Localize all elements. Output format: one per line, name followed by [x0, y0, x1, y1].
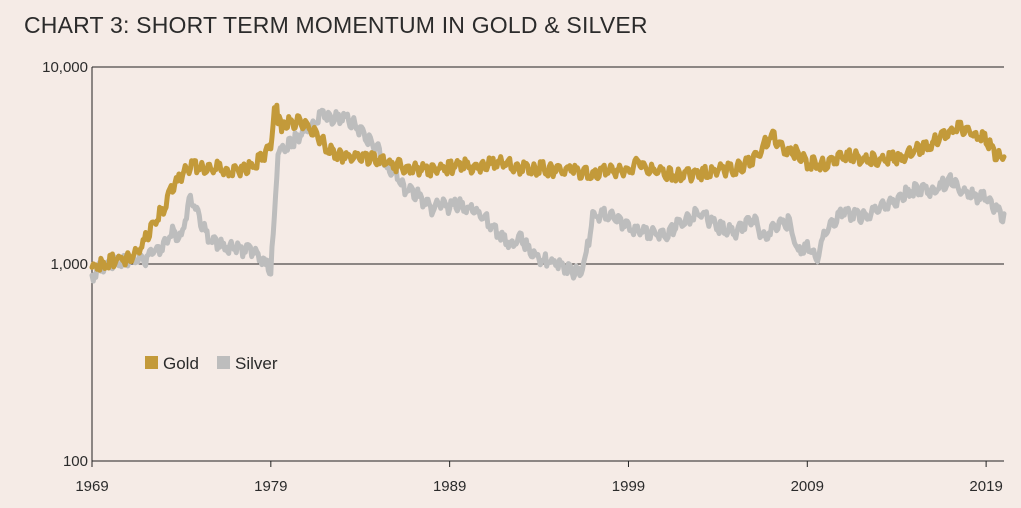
x-tick-label: 1979 [254, 478, 287, 495]
x-tick-label: 1969 [75, 478, 108, 495]
y-tick-label: 100 [63, 453, 88, 470]
legend-label-silver: Silver [235, 354, 278, 373]
x-tick-label: 1999 [612, 478, 645, 495]
x-tick-label: 2009 [791, 478, 824, 495]
legend-swatch-gold [145, 356, 158, 369]
series-line-silver [89, 107, 1007, 284]
legend-swatch-silver [217, 356, 230, 369]
y-tick-label: 10,000 [42, 59, 88, 76]
series-line-gold [89, 102, 1007, 273]
x-tick-label: 1989 [433, 478, 466, 495]
y-tick-label: 1,000 [50, 256, 88, 273]
legend-label-gold: Gold [163, 354, 199, 373]
x-tick-label: 2019 [969, 478, 1002, 495]
chart-title: CHART 3: SHORT TERM MOMENTUM IN GOLD & S… [24, 12, 648, 38]
